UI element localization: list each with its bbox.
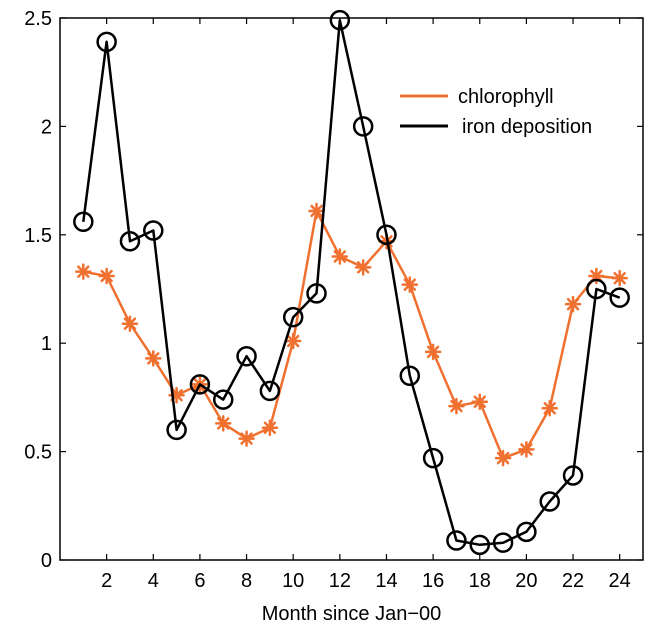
- data-point-iron-deposition: [119, 231, 141, 252]
- x-tick-label: 12: [329, 570, 351, 592]
- x-tick-label: 24: [609, 570, 631, 592]
- x-tick-label: 20: [515, 570, 537, 592]
- y-tick-label: 2: [41, 116, 52, 138]
- y-tick-label: 1: [41, 333, 52, 355]
- data-point-iron-deposition: [166, 419, 187, 441]
- data-point-iron-deposition: [236, 345, 257, 367]
- y-tick-label: 1.5: [24, 225, 52, 247]
- y-tick-label: 0.5: [24, 442, 52, 464]
- data-point-chlorophyll: [494, 449, 512, 467]
- data-point-iron-deposition: [143, 220, 164, 241]
- y-tick-label: 2.5: [24, 8, 52, 30]
- data-point-iron-deposition: [282, 306, 304, 328]
- x-tick-label: 14: [375, 570, 397, 592]
- data-point-iron-deposition: [562, 465, 584, 486]
- series-iron-deposition: [73, 9, 630, 556]
- data-point-iron-deposition: [399, 365, 421, 386]
- series-chlorophyll: [75, 202, 628, 467]
- data-point-chlorophyll: [471, 393, 489, 410]
- x-tick-label: 8: [241, 570, 252, 592]
- x-tick-label: 22: [562, 570, 584, 592]
- x-tick-label: 4: [148, 570, 159, 592]
- series-layer: [73, 9, 630, 556]
- data-point-chlorophyll: [611, 269, 628, 287]
- data-point-chlorophyll: [308, 202, 325, 220]
- data-point-chlorophyll: [98, 267, 115, 285]
- y-tick-label: 0: [41, 550, 52, 572]
- data-point-iron-deposition: [469, 534, 491, 556]
- data-point-chlorophyll: [331, 248, 349, 265]
- legend: chlorophyll iron deposition: [400, 86, 592, 138]
- data-point-iron-deposition: [329, 9, 351, 31]
- data-point-chlorophyll: [145, 350, 162, 367]
- data-point-iron-deposition: [189, 374, 211, 395]
- series-line-iron-deposition: [82, 18, 621, 547]
- legend-label-chlorophyll: chlorophyll: [458, 86, 554, 108]
- data-point-chlorophyll: [121, 315, 139, 332]
- data-point-chlorophyll: [75, 263, 92, 280]
- data-point-iron-deposition: [96, 31, 117, 53]
- data-point-chlorophyll: [518, 441, 535, 458]
- legend-label-iron-deposition: iron deposition: [462, 116, 592, 138]
- data-point-iron-deposition: [73, 211, 94, 233]
- data-point-chlorophyll: [284, 332, 302, 350]
- data-point-chlorophyll: [354, 259, 372, 276]
- data-point-iron-deposition: [352, 116, 374, 137]
- data-point-chlorophyll: [424, 343, 442, 361]
- x-tick-label: 2: [101, 570, 112, 592]
- data-point-iron-deposition: [516, 521, 537, 543]
- x-tick-label: 16: [422, 570, 444, 592]
- data-point-iron-deposition: [609, 287, 630, 308]
- data-point-chlorophyll: [401, 276, 419, 293]
- data-point-iron-deposition: [212, 389, 234, 410]
- data-point-chlorophyll: [238, 430, 255, 447]
- x-tick-label: 18: [469, 570, 491, 592]
- data-point-chlorophyll: [564, 295, 582, 313]
- data-point-iron-deposition: [259, 380, 281, 402]
- data-point-chlorophyll: [541, 399, 558, 417]
- data-point-chlorophyll: [448, 397, 465, 415]
- data-point-iron-deposition: [376, 224, 397, 246]
- data-point-iron-deposition: [586, 278, 607, 300]
- x-axis-label: Month since Jan−00: [262, 603, 442, 625]
- data-point-chlorophyll: [214, 415, 232, 432]
- data-point-iron-deposition: [446, 530, 467, 551]
- plot-frame: [59, 17, 644, 561]
- x-tick-label: 10: [282, 570, 304, 592]
- data-point-iron-deposition: [492, 532, 514, 553]
- data-point-chlorophyll: [261, 419, 279, 437]
- data-point-iron-deposition: [306, 283, 327, 304]
- series-line-chlorophyll: [83, 209, 620, 460]
- data-point-iron-deposition: [422, 447, 444, 469]
- x-tick-label: 6: [194, 570, 205, 592]
- data-point-iron-deposition: [539, 491, 560, 512]
